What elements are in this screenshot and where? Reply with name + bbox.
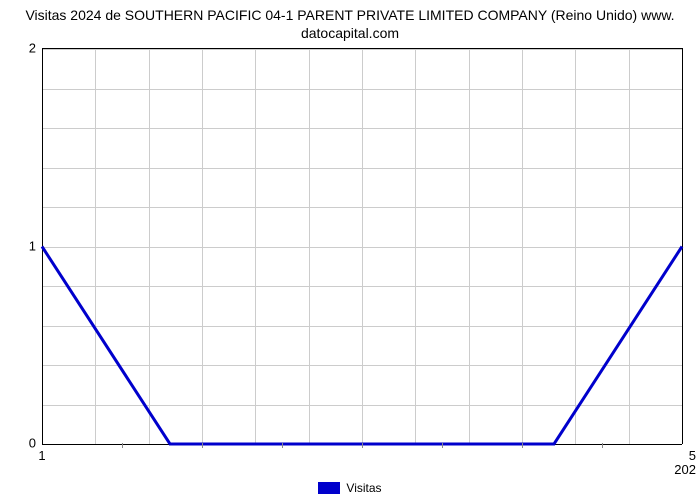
x-minor-tick: [202, 443, 203, 448]
title-line1: Visitas 2024 de SOUTHERN PACIFIC 04-1 PA…: [25, 7, 674, 23]
title-line2: datocapital.com: [301, 25, 399, 41]
x-minor-tick: [282, 443, 283, 448]
y-tick-label: 0: [22, 436, 36, 451]
chart-title: Visitas 2024 de SOUTHERN PACIFIC 04-1 PA…: [0, 0, 700, 42]
x-minor-tick: [122, 443, 123, 448]
line-series: [42, 49, 682, 444]
x-minor-tick: [442, 443, 443, 448]
x-tick-label: 1: [38, 448, 45, 463]
x-minor-tick: [362, 443, 363, 448]
legend-label: Visitas: [346, 481, 381, 495]
legend-swatch: [318, 482, 340, 494]
legend: Visitas: [0, 480, 700, 495]
y-tick-label: 2: [22, 41, 36, 56]
x-minor-tick: [602, 443, 603, 448]
x-minor-tick: [522, 443, 523, 448]
x-sublabel: 202: [674, 462, 696, 477]
chart-plot-area: [42, 48, 683, 444]
visitas-line: [42, 247, 682, 445]
y-tick-label: 1: [22, 238, 36, 253]
x-tick-label: 5: [689, 448, 696, 463]
